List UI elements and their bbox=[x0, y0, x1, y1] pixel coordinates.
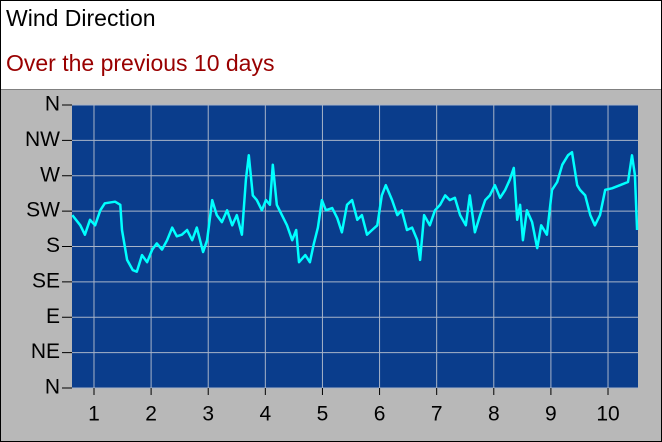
y-tick-label: SW bbox=[26, 199, 60, 222]
y-tick-label: NE bbox=[31, 340, 60, 363]
x-tick-label: 6 bbox=[374, 403, 386, 426]
x-tick-label: 1 bbox=[88, 403, 100, 426]
x-tick-label: 2 bbox=[145, 403, 157, 426]
y-tick-label: N bbox=[45, 376, 60, 399]
x-tick-label: 3 bbox=[202, 403, 214, 426]
x-tick-label: 7 bbox=[431, 403, 443, 426]
y-tick-label: N bbox=[45, 93, 60, 116]
x-tick-label: 4 bbox=[259, 403, 271, 426]
y-tick-label: SE bbox=[32, 269, 60, 292]
x-tick-label: 9 bbox=[545, 403, 557, 426]
y-tick-label: NW bbox=[25, 128, 60, 151]
wind-line bbox=[71, 150, 639, 273]
y-tick-label: S bbox=[46, 234, 60, 257]
y-tick-label: E bbox=[46, 305, 60, 328]
chart-subtitle: Over the previous 10 days bbox=[6, 50, 274, 76]
y-tick-label: W bbox=[40, 163, 60, 186]
x-tick-label: 10 bbox=[596, 403, 619, 426]
chart-title: Wind Direction bbox=[6, 5, 156, 31]
x-tick-label: 5 bbox=[317, 403, 329, 426]
x-tick-label: 8 bbox=[488, 403, 500, 426]
